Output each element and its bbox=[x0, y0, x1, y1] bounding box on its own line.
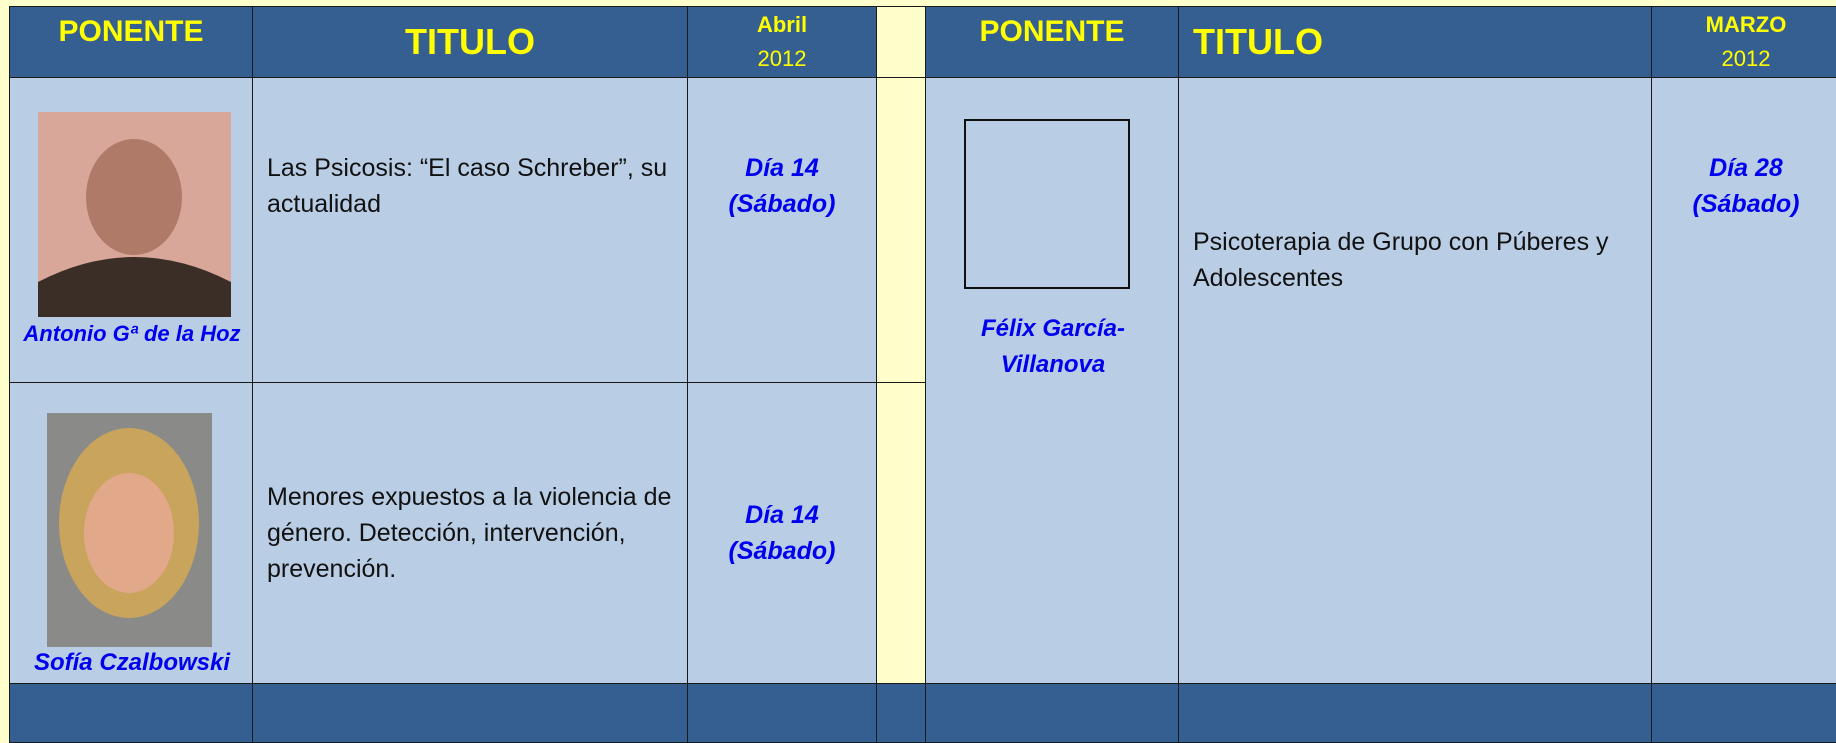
talk-title: Menores expuestos a la violencia de géne… bbox=[252, 382, 688, 684]
footer-cell bbox=[687, 683, 877, 743]
speaker-cell: Antonio Gª de la Hoz bbox=[9, 77, 253, 383]
talk-title: Psicoterapia de Grupo con Púberes y Adol… bbox=[1178, 77, 1652, 684]
spacer bbox=[876, 77, 926, 383]
photo-placeholder bbox=[964, 119, 1130, 289]
footer-cell bbox=[9, 683, 253, 743]
talk-date: Día 14 (Sábado) bbox=[687, 382, 877, 684]
header-ponente: PONENTE bbox=[925, 6, 1179, 78]
footer-cell bbox=[876, 683, 926, 743]
talk-title: Las Psicosis: “El caso Schreber”, su act… bbox=[252, 77, 688, 383]
date-day: Día 28 bbox=[1709, 154, 1783, 182]
header-month: Abril bbox=[756, 12, 808, 37]
header-titulo: TITULO bbox=[1178, 6, 1652, 78]
footer-cell bbox=[925, 683, 1179, 743]
header-month: MARZO bbox=[1705, 12, 1787, 37]
speaker-name: Antonio Gª de la Hoz bbox=[23, 321, 241, 346]
header-year: 2012 bbox=[1721, 46, 1771, 71]
speaker-name: Sofía Czalbowski bbox=[33, 649, 231, 676]
speaker-cell: Félix García-Villanova bbox=[925, 77, 1179, 684]
header-date: Abril 2012 bbox=[687, 6, 877, 78]
footer-cell bbox=[252, 683, 688, 743]
header-year: 2012 bbox=[757, 46, 807, 71]
footer-cell bbox=[1651, 683, 1836, 743]
date-weekday: (Sábado) bbox=[728, 190, 836, 218]
talk-date: Día 14 (Sábado) bbox=[687, 77, 877, 383]
header-ponente: PONENTE bbox=[9, 6, 253, 78]
spacer bbox=[876, 6, 926, 78]
header-titulo: TITULO bbox=[252, 6, 688, 78]
date-weekday: (Sábado) bbox=[1692, 190, 1800, 218]
spacer bbox=[876, 382, 926, 684]
header-date: MARZO 2012 bbox=[1651, 6, 1836, 78]
date-weekday: (Sábado) bbox=[728, 537, 836, 565]
speaker-photo bbox=[47, 413, 212, 647]
footer-cell bbox=[1178, 683, 1652, 743]
date-day: Día 14 bbox=[745, 501, 819, 529]
speaker-cell: Sofía Czalbowski bbox=[9, 382, 253, 684]
speaker-photo bbox=[38, 112, 231, 317]
date-day: Día 14 bbox=[745, 154, 819, 182]
talk-date: Día 28 (Sábado) bbox=[1651, 77, 1836, 684]
speaker-name: Félix García-Villanova bbox=[980, 315, 1126, 378]
